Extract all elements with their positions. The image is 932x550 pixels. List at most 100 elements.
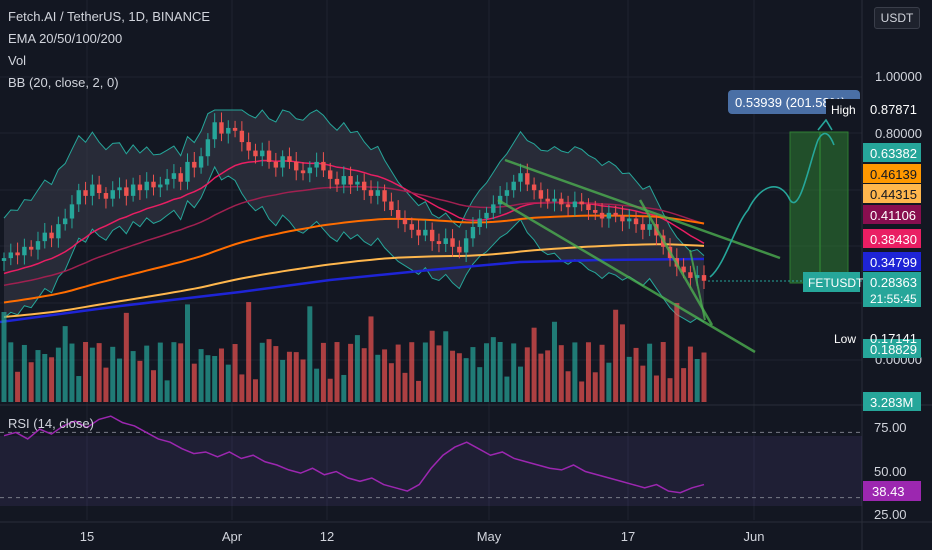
candle-body bbox=[565, 204, 571, 208]
candle-body bbox=[491, 204, 496, 213]
candle-body bbox=[688, 272, 693, 278]
volume-bar bbox=[585, 342, 591, 402]
volume-bar bbox=[545, 350, 551, 402]
volume-bar bbox=[538, 353, 544, 402]
candle-body bbox=[593, 210, 598, 213]
volume-bar bbox=[456, 353, 462, 402]
candle-body bbox=[137, 184, 143, 191]
candle-body bbox=[436, 241, 442, 244]
target-projection-box bbox=[789, 131, 849, 284]
low-label-bg bbox=[829, 328, 859, 348]
volume-bar bbox=[117, 358, 123, 402]
wedge-line bbox=[638, 199, 714, 326]
candle-body bbox=[246, 142, 251, 151]
candle-body bbox=[552, 198, 557, 202]
candle-body bbox=[110, 190, 115, 199]
price-tag: 0.38430 bbox=[870, 232, 917, 247]
price-tag-bg bbox=[863, 184, 921, 203]
candle-body bbox=[341, 176, 347, 185]
volume-bar bbox=[157, 342, 163, 402]
candle-body bbox=[321, 161, 326, 171]
candles bbox=[1, 112, 707, 289]
candle-body bbox=[273, 161, 279, 168]
price-tag: 0.17141 bbox=[870, 331, 917, 346]
price-tag: 0.18829 bbox=[870, 342, 917, 357]
candle-body bbox=[579, 201, 584, 205]
volume-bar bbox=[361, 348, 367, 402]
volume-bar bbox=[592, 372, 598, 402]
candle-body bbox=[239, 130, 245, 143]
candle-body bbox=[348, 176, 353, 185]
price-tag: 0.44315 bbox=[870, 187, 917, 202]
volume-bar bbox=[69, 343, 75, 402]
rsi-value-bg bbox=[863, 481, 921, 501]
price-axis-tick: 1.00000 bbox=[875, 69, 922, 84]
candle-body bbox=[525, 173, 530, 185]
candle-body bbox=[395, 210, 401, 219]
projection-label: 0.53939 (201.58%) bbox=[735, 95, 846, 110]
candle-body bbox=[219, 122, 224, 134]
candle-body bbox=[300, 170, 306, 174]
candle-body bbox=[382, 190, 387, 202]
volume-bar bbox=[653, 375, 659, 402]
volume-bar bbox=[232, 344, 238, 402]
price-tag-bg bbox=[863, 99, 921, 119]
candle-body bbox=[695, 275, 700, 278]
volume-bar bbox=[450, 350, 456, 402]
volume-bar bbox=[436, 345, 442, 402]
candle-body bbox=[334, 178, 340, 185]
volume-bar bbox=[49, 357, 55, 402]
candle-body bbox=[226, 127, 231, 134]
candle-body bbox=[409, 224, 414, 230]
volume-bar bbox=[327, 378, 333, 402]
volume-bar bbox=[463, 358, 469, 402]
volume-legend: Vol bbox=[8, 53, 27, 68]
channel-upper-line bbox=[504, 158, 781, 260]
candle-body bbox=[355, 181, 360, 185]
currency-unit-button[interactable]: USDT bbox=[874, 7, 920, 29]
time-axis-label: May bbox=[477, 529, 502, 544]
candle-body bbox=[423, 229, 428, 236]
volume-bar bbox=[687, 346, 693, 402]
bollinger-band-fill bbox=[4, 110, 704, 323]
candle-body bbox=[314, 161, 319, 168]
candle-body bbox=[450, 238, 455, 247]
volume-bar bbox=[674, 303, 680, 402]
volume-bar bbox=[110, 346, 116, 402]
volume-bar bbox=[151, 370, 157, 402]
price-tag: 3.283M bbox=[870, 395, 913, 410]
rsi-line bbox=[3, 415, 705, 494]
candle-body bbox=[518, 173, 523, 182]
candle-body bbox=[164, 178, 170, 185]
candle-body bbox=[56, 224, 61, 239]
candle-body bbox=[178, 173, 183, 182]
candle-body bbox=[613, 212, 618, 216]
candle-body bbox=[294, 161, 299, 171]
candle-body bbox=[62, 218, 68, 225]
volume-bar bbox=[252, 379, 258, 402]
volume-bar bbox=[531, 327, 537, 402]
candle-body bbox=[266, 150, 272, 162]
volume-bar bbox=[409, 342, 415, 402]
volume-bar bbox=[218, 348, 224, 402]
rsi-tick: 25.00 bbox=[874, 507, 907, 522]
candle-body bbox=[443, 238, 448, 244]
volume-bar bbox=[647, 343, 653, 402]
candle-body bbox=[171, 173, 177, 179]
price-tag-bg bbox=[863, 229, 921, 248]
volume-bar bbox=[28, 362, 34, 402]
candle-body bbox=[477, 218, 482, 227]
volume-bar bbox=[191, 363, 197, 402]
price-tag: 0.87871 bbox=[870, 102, 917, 117]
rsi-band bbox=[0, 436, 862, 506]
candle-body bbox=[361, 181, 367, 191]
volume-bar bbox=[280, 359, 286, 402]
candle-body bbox=[287, 156, 292, 162]
volume-bar bbox=[348, 343, 354, 402]
candle-body bbox=[457, 246, 462, 253]
volume-bar bbox=[354, 335, 360, 402]
bb-legend: BB (20, close, 2, 0) bbox=[8, 75, 119, 90]
ema-legend: EMA 20/50/100/200 bbox=[8, 31, 123, 46]
forecast-path bbox=[709, 132, 835, 278]
